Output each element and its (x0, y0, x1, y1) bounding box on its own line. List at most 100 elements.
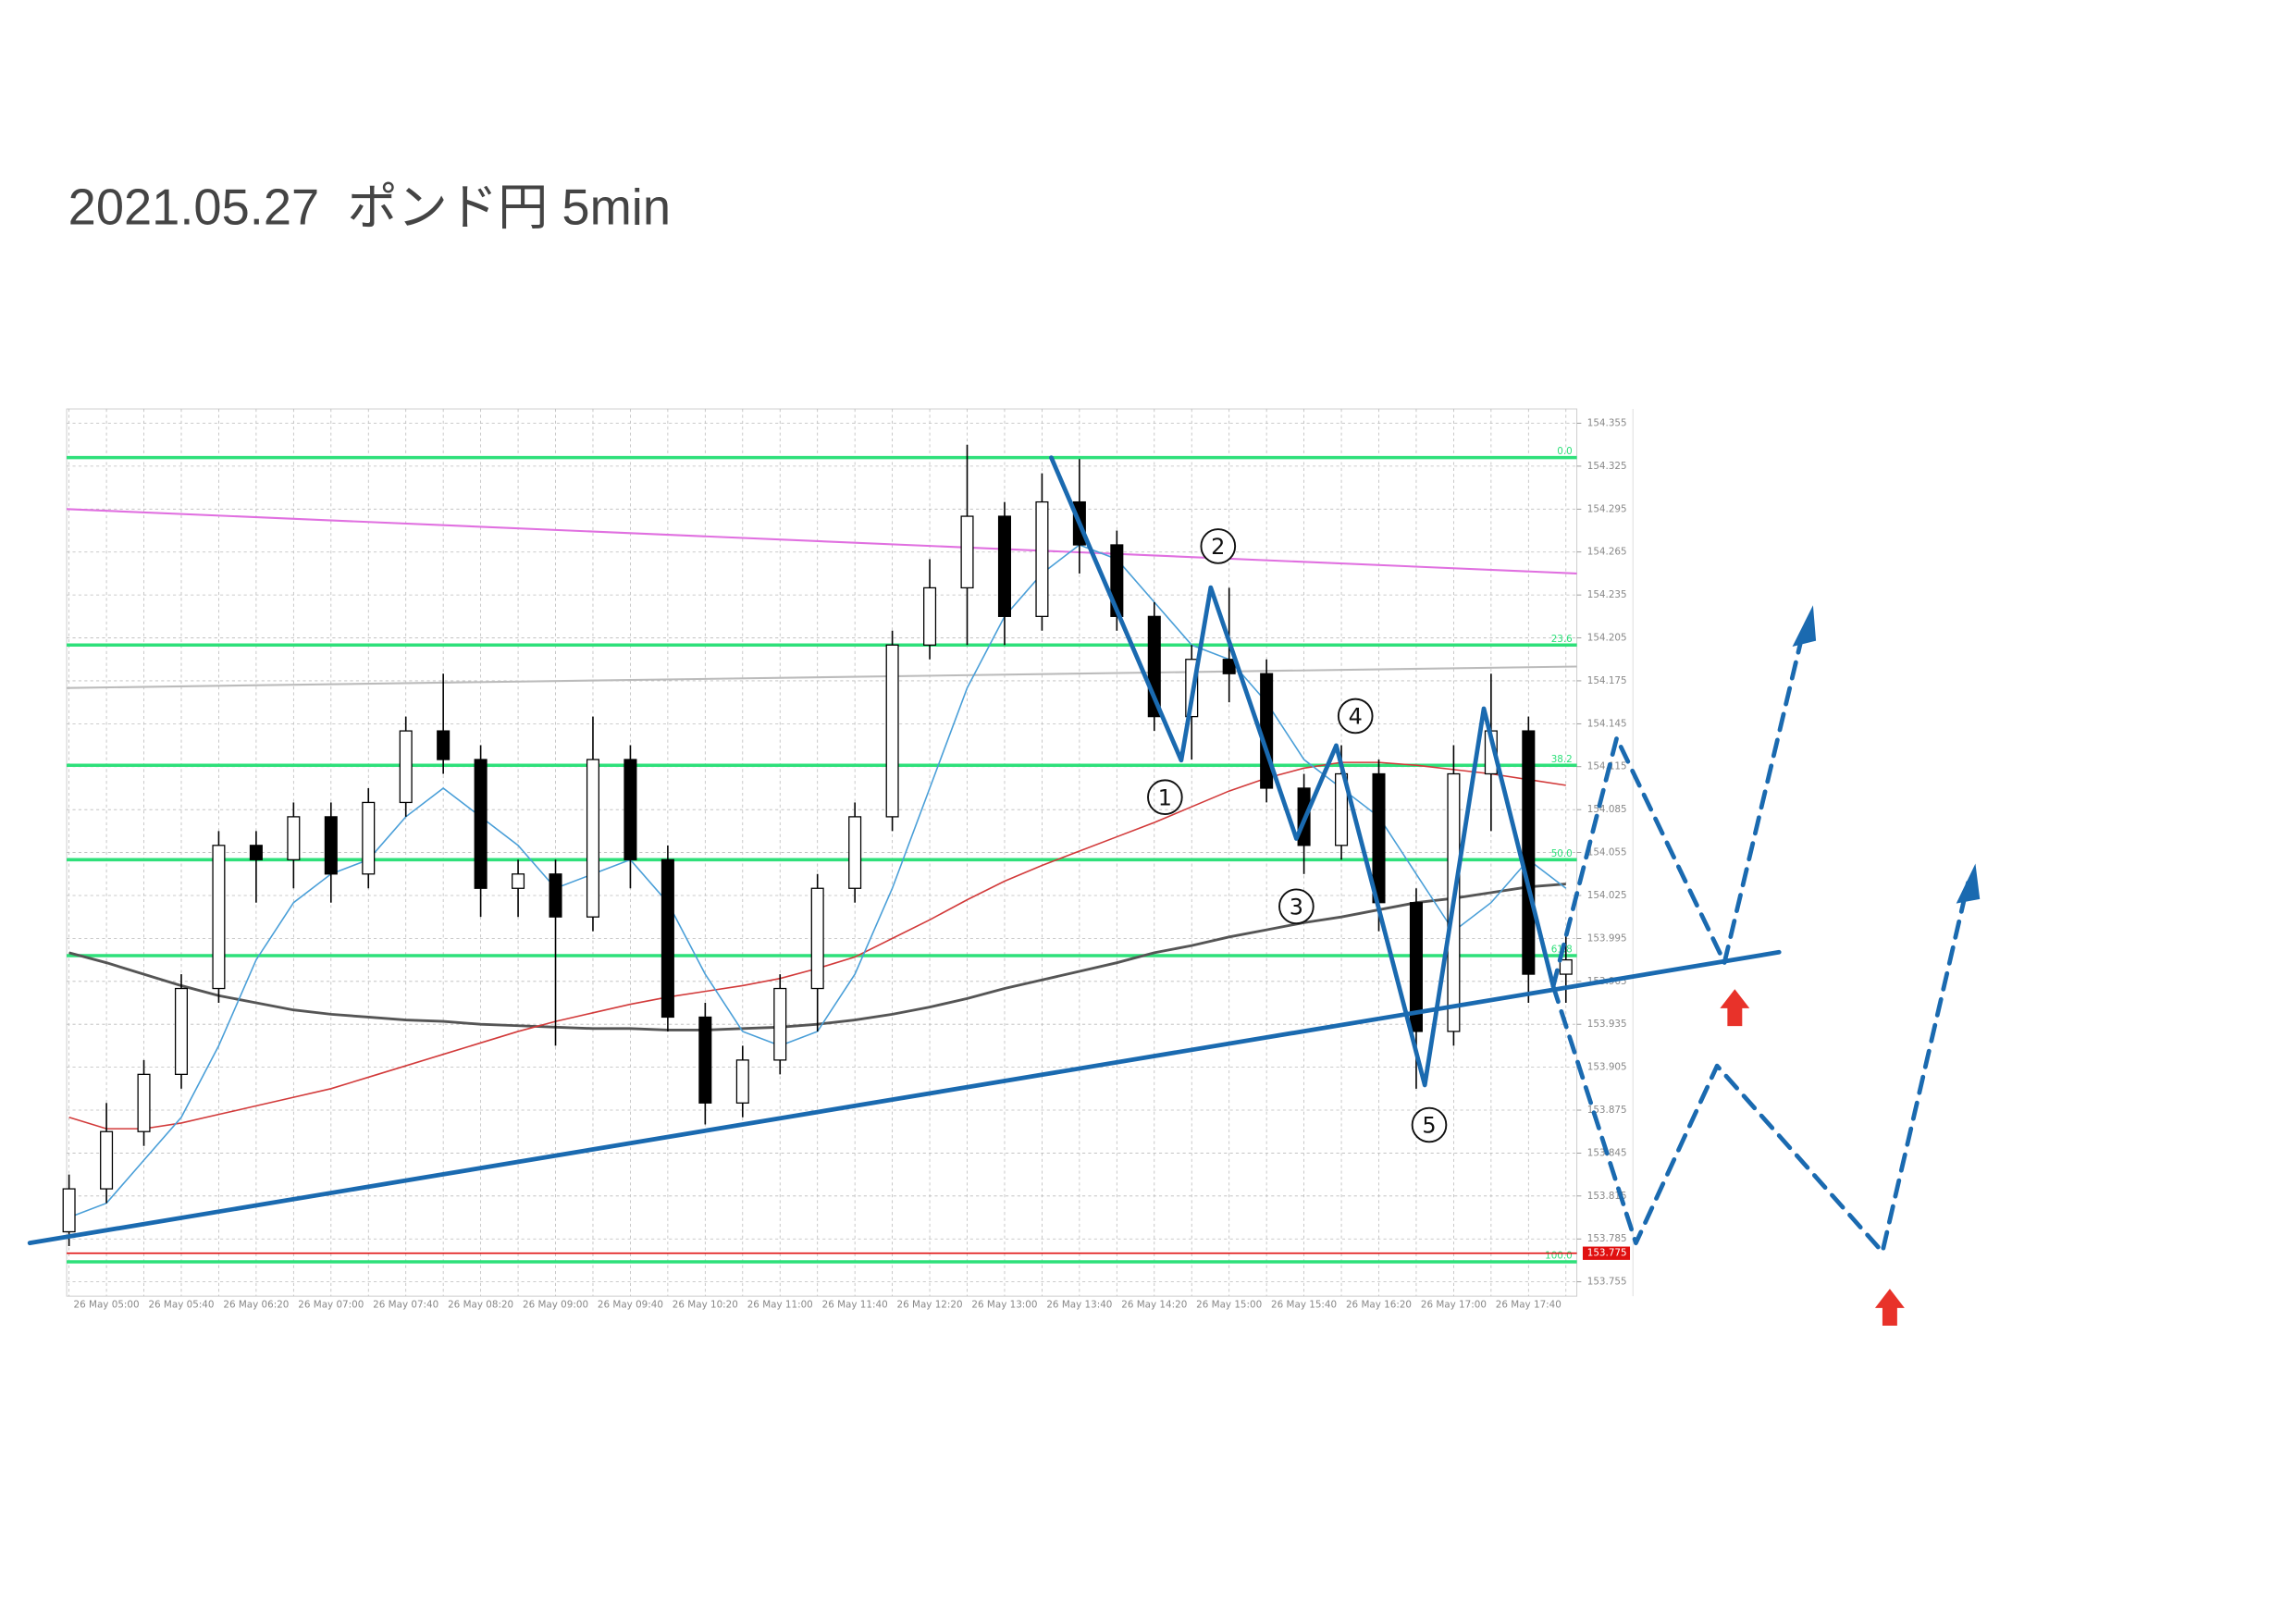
candle-body (810, 887, 824, 990)
y-tick-label: 153.755 (1587, 1277, 1627, 1288)
candle-body (1522, 730, 1536, 975)
wave-label: 2 (1211, 534, 1225, 560)
y-tick-label: 154.235 (1587, 589, 1627, 600)
x-tick-label: 26 May 05:00 (74, 1300, 140, 1311)
y-tick-label: 154.295 (1587, 503, 1627, 514)
candle-body (474, 759, 488, 889)
moving-average (68, 544, 1567, 1218)
wave-label: 1 (1158, 784, 1172, 810)
buy-arrow (1720, 989, 1750, 1027)
trendline (67, 508, 1577, 574)
candle-body (1372, 772, 1386, 904)
x-tick-label: 26 May 06:20 (223, 1300, 289, 1311)
candle-body (1409, 902, 1423, 1032)
chart-title: 2021.05.27 ポンド円 5min (68, 180, 671, 236)
price-box (1582, 1246, 1631, 1260)
wave-circle (1147, 779, 1183, 816)
x-tick-label: 26 May 11:40 (822, 1300, 888, 1311)
y-tick-label: 154.145 (1587, 718, 1627, 729)
candle-body (735, 1059, 749, 1104)
fib-label: 23.6 (1551, 634, 1573, 645)
candle-body (437, 730, 451, 760)
candle-body (137, 1073, 151, 1132)
candle-body (623, 759, 637, 860)
fib-label: 38.2 (1551, 754, 1573, 765)
candle-body (923, 587, 937, 646)
x-tick-label: 26 May 14:20 (1121, 1300, 1187, 1311)
y-tick-label: 153.935 (1587, 1019, 1627, 1030)
candle-body (62, 1188, 76, 1233)
candle-body (249, 845, 263, 860)
x-tick-label: 26 May 10:20 (673, 1300, 738, 1311)
y-tick-label: 154.265 (1587, 547, 1627, 558)
x-tick-label: 26 May 09:00 (523, 1300, 588, 1311)
candle-body (960, 515, 974, 589)
candle-body (362, 801, 376, 875)
x-tick-label: 26 May 05:40 (148, 1300, 214, 1311)
x-tick-label: 26 May 13:40 (1046, 1300, 1112, 1311)
scenario-down (1550, 880, 1970, 1254)
fib-label: 0.0 (1557, 446, 1572, 457)
candle-body (885, 644, 899, 818)
wave-circle (1411, 1106, 1448, 1143)
candle-body (848, 816, 862, 889)
y-tick-label: 154.355 (1587, 418, 1627, 429)
price-label: 153.775 (1587, 1248, 1627, 1259)
candle-body (212, 845, 226, 990)
candle-body (773, 987, 787, 1061)
y-tick-label: 153.785 (1587, 1233, 1627, 1244)
candle-body (586, 759, 599, 918)
y-tick-label: 153.815 (1587, 1191, 1627, 1202)
x-tick-label: 26 May 16:20 (1346, 1300, 1412, 1311)
wave-zigzag (1049, 455, 1556, 1088)
x-tick-label: 26 May 07:40 (373, 1300, 438, 1311)
arrow-head (1956, 863, 1981, 904)
x-tick-label: 26 May 09:40 (598, 1300, 663, 1311)
x-tick-label: 26 May 08:20 (448, 1300, 513, 1311)
fib-label: 100.0 (1545, 1251, 1573, 1262)
y-tick-label: 154.115 (1587, 761, 1627, 772)
candle-body (698, 1016, 712, 1104)
x-tick-label: 26 May 12:20 (897, 1300, 963, 1311)
fib-label: 50.0 (1551, 848, 1573, 859)
y-tick-label: 154.085 (1587, 804, 1627, 815)
wave-circle (1200, 528, 1237, 564)
buy-arrow (1874, 1289, 1905, 1327)
y-tick-label: 153.905 (1587, 1062, 1627, 1073)
candle-body (1260, 673, 1274, 789)
y-tick-label: 153.995 (1587, 933, 1627, 944)
y-tick-label: 154.325 (1587, 461, 1627, 472)
candle-body (1035, 500, 1049, 617)
x-tick-label: 26 May 17:00 (1421, 1300, 1487, 1311)
trendline (67, 665, 1577, 689)
y-tick-label: 153.875 (1587, 1105, 1627, 1116)
support-trendline (27, 949, 1782, 1246)
x-tick-label: 26 May 11:00 (747, 1300, 813, 1311)
y-tick-label: 154.055 (1587, 847, 1627, 858)
x-tick-label: 26 May 15:40 (1271, 1300, 1337, 1311)
y-tick-label: 154.025 (1587, 890, 1627, 901)
x-tick-label: 26 May 15:00 (1196, 1300, 1262, 1311)
wave-label: 4 (1349, 704, 1363, 730)
y-tick-label: 154.175 (1587, 675, 1627, 686)
candle-body (174, 987, 189, 1075)
x-tick-label: 26 May 13:00 (971, 1300, 1037, 1311)
candle-body (997, 515, 1011, 617)
x-tick-label: 26 May 07:00 (298, 1300, 364, 1311)
wave-label: 3 (1290, 894, 1303, 920)
annotations: 1 2 3 4 5 (27, 455, 1981, 1327)
candle-body (512, 873, 525, 889)
candle-body (549, 873, 562, 918)
candle-body (324, 816, 338, 875)
candle-body (399, 730, 413, 804)
candle-body (100, 1130, 114, 1190)
y-tick-label: 154.205 (1587, 633, 1627, 644)
wave-circle (1337, 698, 1374, 735)
candle-body (660, 858, 674, 1019)
wave-label: 5 (1422, 1113, 1436, 1139)
candle-body (1559, 958, 1573, 975)
wave-circle (1278, 888, 1315, 925)
x-tick-label: 26 May 17:40 (1496, 1300, 1562, 1311)
plot-area: 153.755153.785153.815153.845153.875153.9… (62, 408, 1634, 1311)
